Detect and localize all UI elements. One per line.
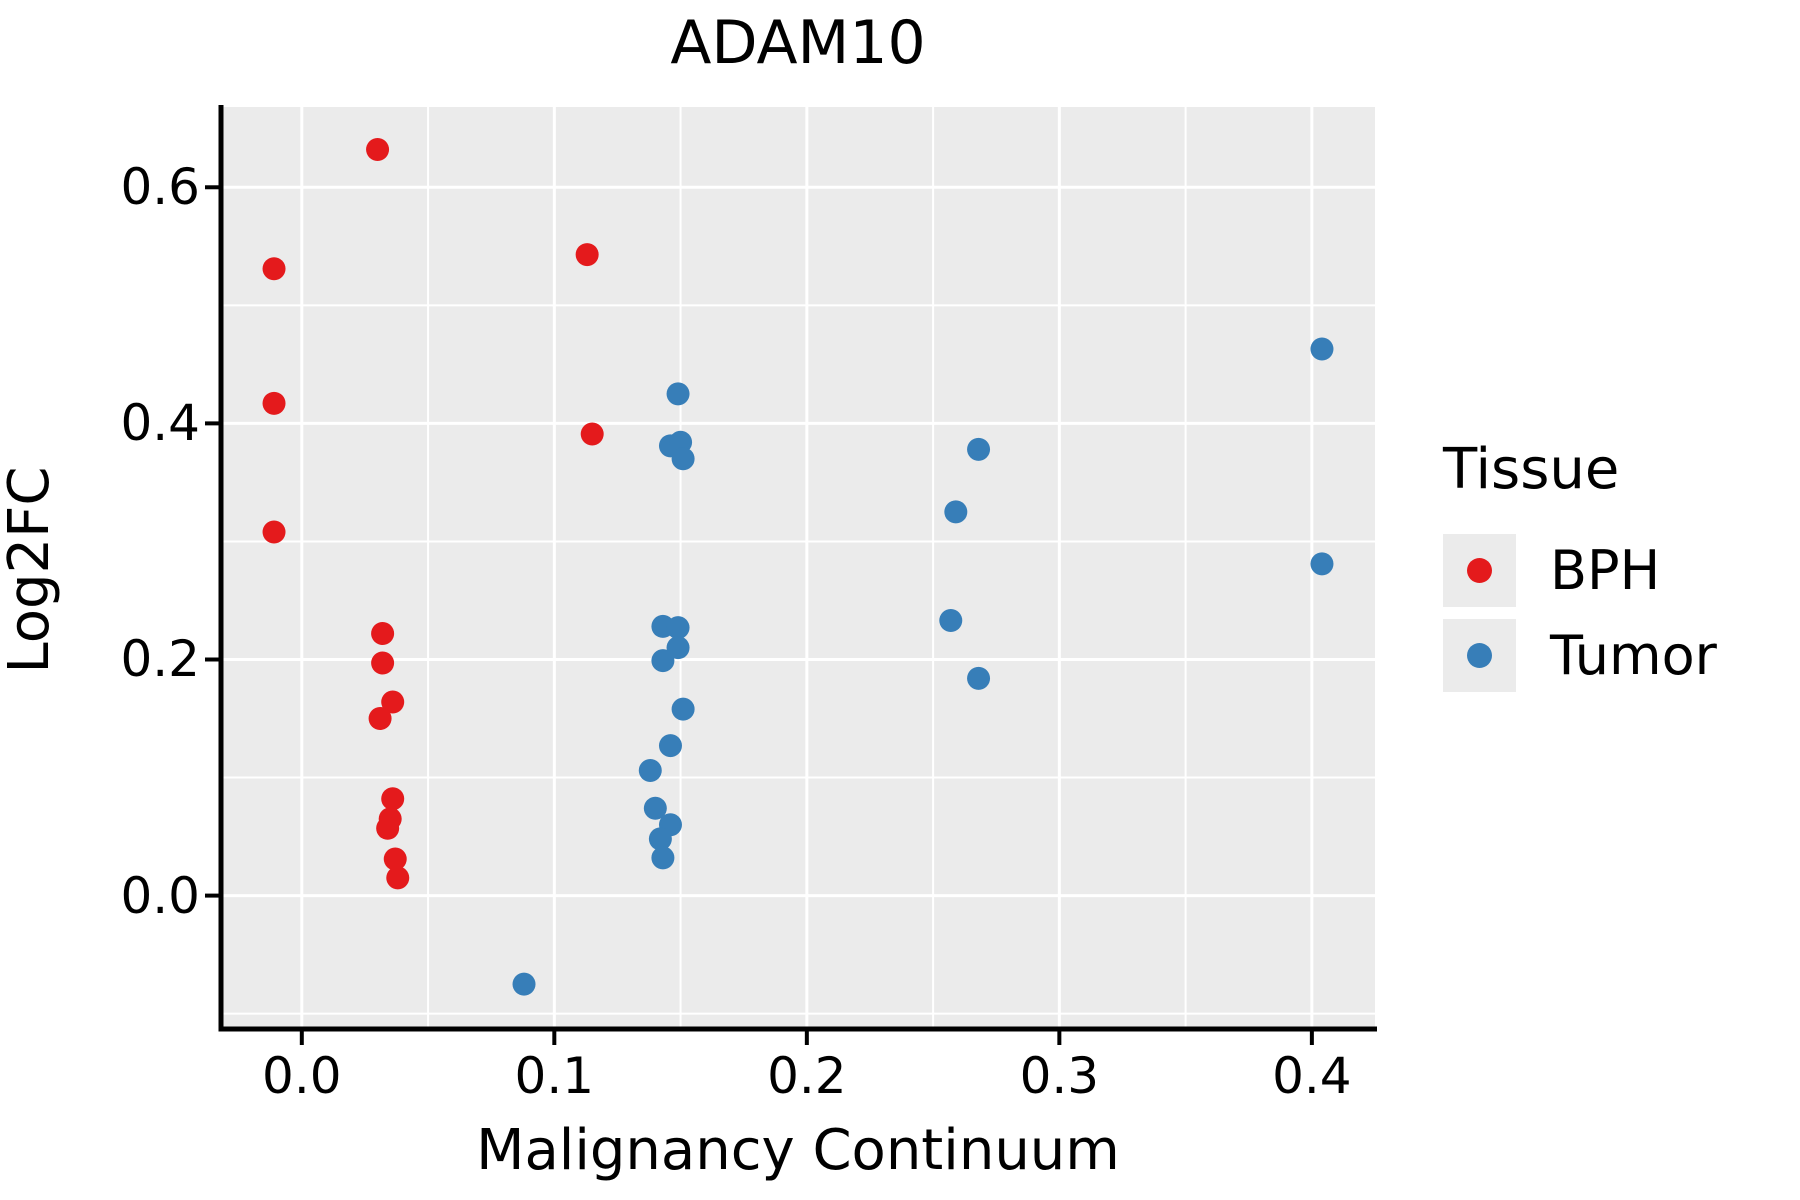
scatter-point-tumor [944,500,968,524]
scatter-point-bph [262,520,286,544]
scatter-point-tumor [512,972,536,996]
scatter-point-tumor [1310,552,1334,576]
y-tick-label-0: 0.0 [120,866,200,925]
scatter-point-bph [371,651,395,675]
scatter-point-bph [371,622,395,646]
y-tick-label-3: 0.6 [120,158,200,217]
legend-title: Tissue [1443,437,1620,502]
x-tick-label-3: 0.3 [1019,1047,1100,1105]
scatter-point-tumor [671,697,695,721]
scatter-point-bph [381,787,405,811]
scatter-point-bph [262,257,286,281]
scatter-point-tumor [967,666,991,690]
scatter-point-bph [366,137,390,161]
x-tick-label-2: 0.2 [767,1047,847,1105]
legend-entry-bph: BPH [1443,534,1783,608]
plot-panel [221,107,1375,1029]
scatter-point-bph [575,243,599,267]
scatter-point-tumor [643,796,667,820]
legend-label-bph: BPH [1550,539,1661,603]
y-tick-label-1: 0.2 [120,630,200,689]
scatter-point-tumor [1310,337,1334,361]
x-axis-title: Malignancy Continuum [476,1118,1120,1183]
scatter-point-bph [383,847,407,871]
bph-swatch-dot [1467,558,1492,584]
legend-key-bph [1443,534,1516,608]
scatter-point-tumor [651,649,675,673]
x-tick-label-4: 0.4 [1272,1047,1352,1105]
y-tick-label-2: 0.4 [120,394,200,453]
scatter-point-bph [580,422,604,446]
scatter-point-tumor [666,636,690,660]
legend-label-tumor: Tumor [1550,624,1717,688]
scatter-point-tumor [939,609,963,633]
legend: Tissue BPH Tumor [1443,437,1783,693]
plot-title: ADAM10 [670,8,926,78]
legend-key-tumor [1443,619,1516,693]
scatter-point-bph [376,816,400,840]
scatter-point-tumor [648,827,672,851]
scatter-point-tumor [651,846,675,870]
scatter-point-bph [386,866,410,890]
scatter-point-tumor [671,447,695,471]
y-axis-title: Log2FC [0,466,62,674]
scatter-point-tumor [666,382,690,406]
legend-entry-tumor: Tumor [1443,619,1783,693]
x-tick-label-1: 0.1 [514,1047,595,1105]
scatter-point-tumor [967,437,991,461]
x-tick-label-0: 0.0 [262,1047,342,1105]
scatter-point-tumor [658,734,682,758]
scatter-point-bph [262,391,286,415]
scatter-point-bph [368,707,392,731]
scatter-point-tumor [638,758,662,782]
scatter-point-tumor [666,616,690,640]
scatter-point-bph [381,690,405,714]
tumor-swatch-dot [1467,643,1492,669]
